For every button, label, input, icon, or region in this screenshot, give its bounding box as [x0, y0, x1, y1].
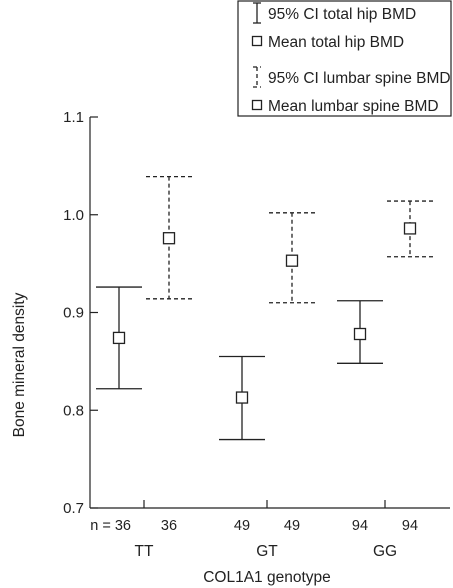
x-axis-title: COL1A1 genotype: [203, 569, 331, 586]
legend-label: 95% CI total hip BMD: [268, 6, 416, 23]
axes: 0.7 0.8 0.9 1.0 1.1 TT GT GG n = 36 49 94 36 49 94: [63, 109, 450, 560]
y-tick-label: 0.7: [63, 500, 84, 517]
legend-label: Mean lumbar spine BMD: [268, 98, 439, 115]
sample-size-label: 94: [402, 518, 418, 534]
sample-size-label: 49: [234, 518, 250, 534]
mean-marker: [403, 222, 417, 235]
legend-mean-icon: [251, 35, 263, 47]
y-tick-label: 0.9: [63, 305, 84, 322]
y-tick-label: 0.8: [63, 402, 84, 419]
category-label-gg: GG: [373, 543, 397, 560]
sample-size-label: 49: [284, 518, 300, 534]
y-tick-label: 1.1: [63, 109, 84, 126]
plot-marks: [96, 175, 433, 441]
sample-size-label: 36: [161, 518, 177, 534]
legend-label: 95% CI lumbar spine BMD: [268, 70, 451, 87]
mean-marker: [112, 331, 126, 345]
legend-label: Mean total hip BMD: [268, 34, 404, 51]
sample-size-label: 94: [352, 518, 368, 534]
legend-mean-icon: [251, 99, 263, 111]
category-label-tt: TT: [135, 543, 154, 560]
y-axis-title: Bone mineral density: [11, 292, 28, 437]
legend-frame: [237, 0, 452, 117]
category-label-gt: GT: [256, 543, 278, 560]
legend: 95% CI total hip BMD Mean total hip BMD 95…: [237, 0, 452, 117]
mean-marker: [285, 254, 299, 267]
mean-marker: [235, 391, 249, 404]
mean-marker: [353, 327, 367, 341]
y-tick-label: 1.0: [63, 207, 84, 224]
sample-size-label: n = 36: [90, 518, 131, 534]
mean-marker: [162, 232, 176, 245]
